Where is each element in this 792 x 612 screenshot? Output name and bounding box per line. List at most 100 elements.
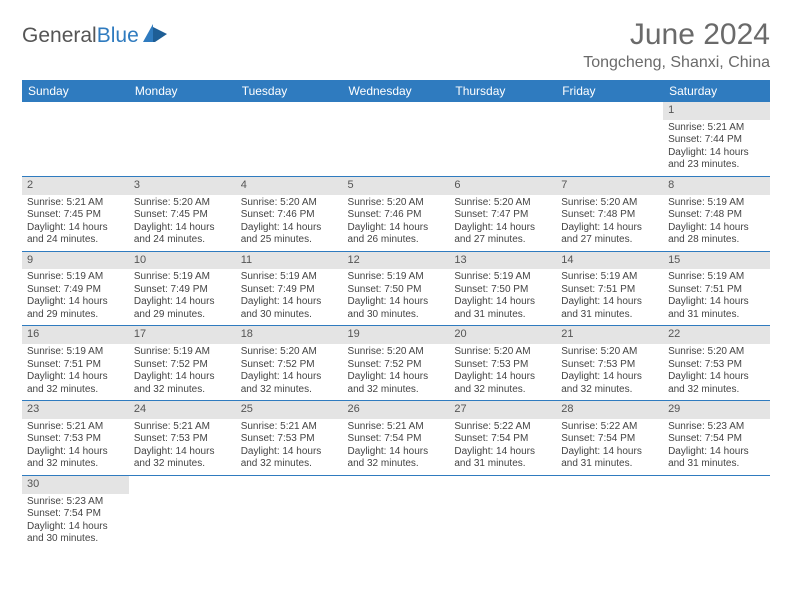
- calendar-empty-cell: [343, 102, 450, 176]
- day-details: Sunrise: 5:19 AMSunset: 7:50 PMDaylight:…: [343, 269, 450, 325]
- day-details: Sunrise: 5:19 AMSunset: 7:50 PMDaylight:…: [449, 269, 556, 325]
- calendar-empty-cell: [556, 102, 663, 176]
- brand-part1: General: [22, 24, 97, 48]
- day-details: Sunrise: 5:21 AMSunset: 7:53 PMDaylight:…: [22, 419, 129, 475]
- calendar-day-cell: 1Sunrise: 5:21 AMSunset: 7:44 PMDaylight…: [663, 102, 770, 176]
- weekday-header: Sunday: [22, 80, 129, 102]
- day-number: 21: [556, 326, 663, 344]
- calendar-body: 1Sunrise: 5:21 AMSunset: 7:44 PMDaylight…: [22, 102, 770, 550]
- weekday-header: Tuesday: [236, 80, 343, 102]
- calendar-day-cell: 20Sunrise: 5:20 AMSunset: 7:53 PMDayligh…: [449, 326, 556, 401]
- weekday-header: Monday: [129, 80, 236, 102]
- day-details: Sunrise: 5:22 AMSunset: 7:54 PMDaylight:…: [449, 419, 556, 475]
- day-details: Sunrise: 5:19 AMSunset: 7:51 PMDaylight:…: [663, 269, 770, 325]
- day-number: 1: [663, 102, 770, 120]
- day-details: Sunrise: 5:19 AMSunset: 7:48 PMDaylight:…: [663, 195, 770, 251]
- weekday-header-row: SundayMondayTuesdayWednesdayThursdayFrid…: [22, 80, 770, 102]
- calendar-week-row: 16Sunrise: 5:19 AMSunset: 7:51 PMDayligh…: [22, 326, 770, 401]
- day-number: 16: [22, 326, 129, 344]
- day-number: 2: [22, 177, 129, 195]
- calendar-day-cell: 25Sunrise: 5:21 AMSunset: 7:53 PMDayligh…: [236, 401, 343, 476]
- calendar-day-cell: 12Sunrise: 5:19 AMSunset: 7:50 PMDayligh…: [343, 251, 450, 326]
- day-number: 5: [343, 177, 450, 195]
- day-details: Sunrise: 5:19 AMSunset: 7:51 PMDaylight:…: [22, 344, 129, 400]
- day-number: 6: [449, 177, 556, 195]
- calendar-empty-cell: [449, 102, 556, 176]
- calendar-day-cell: 19Sunrise: 5:20 AMSunset: 7:52 PMDayligh…: [343, 326, 450, 401]
- day-number: 28: [556, 401, 663, 419]
- brand-part2: Blue: [97, 24, 139, 48]
- calendar-day-cell: 2Sunrise: 5:21 AMSunset: 7:45 PMDaylight…: [22, 176, 129, 251]
- calendar-week-row: 1Sunrise: 5:21 AMSunset: 7:44 PMDaylight…: [22, 102, 770, 176]
- day-details: Sunrise: 5:20 AMSunset: 7:47 PMDaylight:…: [449, 195, 556, 251]
- calendar-day-cell: 9Sunrise: 5:19 AMSunset: 7:49 PMDaylight…: [22, 251, 129, 326]
- calendar-day-cell: 6Sunrise: 5:20 AMSunset: 7:47 PMDaylight…: [449, 176, 556, 251]
- calendar-empty-cell: [556, 475, 663, 549]
- day-number: 14: [556, 252, 663, 270]
- day-number: 11: [236, 252, 343, 270]
- calendar-day-cell: 4Sunrise: 5:20 AMSunset: 7:46 PMDaylight…: [236, 176, 343, 251]
- day-details: Sunrise: 5:20 AMSunset: 7:45 PMDaylight:…: [129, 195, 236, 251]
- calendar-empty-cell: [449, 475, 556, 549]
- calendar-day-cell: 24Sunrise: 5:21 AMSunset: 7:53 PMDayligh…: [129, 401, 236, 476]
- calendar-day-cell: 8Sunrise: 5:19 AMSunset: 7:48 PMDaylight…: [663, 176, 770, 251]
- day-details: Sunrise: 5:20 AMSunset: 7:53 PMDaylight:…: [449, 344, 556, 400]
- day-details: Sunrise: 5:21 AMSunset: 7:45 PMDaylight:…: [22, 195, 129, 251]
- day-details: Sunrise: 5:22 AMSunset: 7:54 PMDaylight:…: [556, 419, 663, 475]
- weekday-header: Wednesday: [343, 80, 450, 102]
- calendar-empty-cell: [236, 102, 343, 176]
- calendar-empty-cell: [22, 102, 129, 176]
- calendar-day-cell: 30Sunrise: 5:23 AMSunset: 7:54 PMDayligh…: [22, 475, 129, 549]
- day-number: 12: [343, 252, 450, 270]
- flag-icon: [143, 24, 169, 48]
- weekday-header: Friday: [556, 80, 663, 102]
- calendar-day-cell: 10Sunrise: 5:19 AMSunset: 7:49 PMDayligh…: [129, 251, 236, 326]
- day-details: Sunrise: 5:19 AMSunset: 7:49 PMDaylight:…: [236, 269, 343, 325]
- brand-logo: GeneralBlue: [22, 18, 169, 48]
- day-details: Sunrise: 5:20 AMSunset: 7:53 PMDaylight:…: [663, 344, 770, 400]
- day-number: 8: [663, 177, 770, 195]
- day-number: 15: [663, 252, 770, 270]
- day-number: 30: [22, 476, 129, 494]
- calendar-table: SundayMondayTuesdayWednesdayThursdayFrid…: [22, 80, 770, 550]
- day-number: 27: [449, 401, 556, 419]
- day-details: Sunrise: 5:21 AMSunset: 7:54 PMDaylight:…: [343, 419, 450, 475]
- day-number: 24: [129, 401, 236, 419]
- day-number: 18: [236, 326, 343, 344]
- header: GeneralBlue June 2024 Tongcheng, Shanxi,…: [22, 18, 770, 72]
- day-number: 29: [663, 401, 770, 419]
- weekday-header: Thursday: [449, 80, 556, 102]
- day-number: 25: [236, 401, 343, 419]
- calendar-week-row: 23Sunrise: 5:21 AMSunset: 7:53 PMDayligh…: [22, 401, 770, 476]
- day-number: 4: [236, 177, 343, 195]
- calendar-day-cell: 28Sunrise: 5:22 AMSunset: 7:54 PMDayligh…: [556, 401, 663, 476]
- day-number: 9: [22, 252, 129, 270]
- calendar-day-cell: 7Sunrise: 5:20 AMSunset: 7:48 PMDaylight…: [556, 176, 663, 251]
- month-title: June 2024: [583, 18, 770, 52]
- calendar-day-cell: 3Sunrise: 5:20 AMSunset: 7:45 PMDaylight…: [129, 176, 236, 251]
- day-details: Sunrise: 5:21 AMSunset: 7:44 PMDaylight:…: [663, 120, 770, 176]
- day-number: 10: [129, 252, 236, 270]
- title-block: June 2024 Tongcheng, Shanxi, China: [583, 18, 770, 72]
- day-details: Sunrise: 5:19 AMSunset: 7:51 PMDaylight:…: [556, 269, 663, 325]
- location: Tongcheng, Shanxi, China: [583, 54, 770, 72]
- calendar-week-row: 30Sunrise: 5:23 AMSunset: 7:54 PMDayligh…: [22, 475, 770, 549]
- calendar-day-cell: 21Sunrise: 5:20 AMSunset: 7:53 PMDayligh…: [556, 326, 663, 401]
- calendar-empty-cell: [129, 475, 236, 549]
- calendar-empty-cell: [236, 475, 343, 549]
- calendar-week-row: 9 Sunrise: 5:19 AMSunset: 7:49 PMDaylight…: [22, 251, 770, 326]
- calendar-empty-cell: [343, 475, 450, 549]
- calendar-day-cell: 5Sunrise: 5:20 AMSunset: 7:46 PMDaylight…: [343, 176, 450, 251]
- calendar-day-cell: 23Sunrise: 5:21 AMSunset: 7:53 PMDayligh…: [22, 401, 129, 476]
- day-details: Sunrise: 5:20 AMSunset: 7:46 PMDaylight:…: [236, 195, 343, 251]
- calendar-empty-cell: [129, 102, 236, 176]
- calendar-day-cell: 22Sunrise: 5:20 AMSunset: 7:53 PMDayligh…: [663, 326, 770, 401]
- weekday-header: Saturday: [663, 80, 770, 102]
- day-details: Sunrise: 5:20 AMSunset: 7:53 PMDaylight:…: [556, 344, 663, 400]
- calendar-day-cell: 16Sunrise: 5:19 AMSunset: 7:51 PMDayligh…: [22, 326, 129, 401]
- day-number: 20: [449, 326, 556, 344]
- calendar-day-cell: 27Sunrise: 5:22 AMSunset: 7:54 PMDayligh…: [449, 401, 556, 476]
- day-number: 7: [556, 177, 663, 195]
- calendar-day-cell: 14Sunrise: 5:19 AMSunset: 7:51 PMDayligh…: [556, 251, 663, 326]
- day-details: Sunrise: 5:20 AMSunset: 7:52 PMDaylight:…: [236, 344, 343, 400]
